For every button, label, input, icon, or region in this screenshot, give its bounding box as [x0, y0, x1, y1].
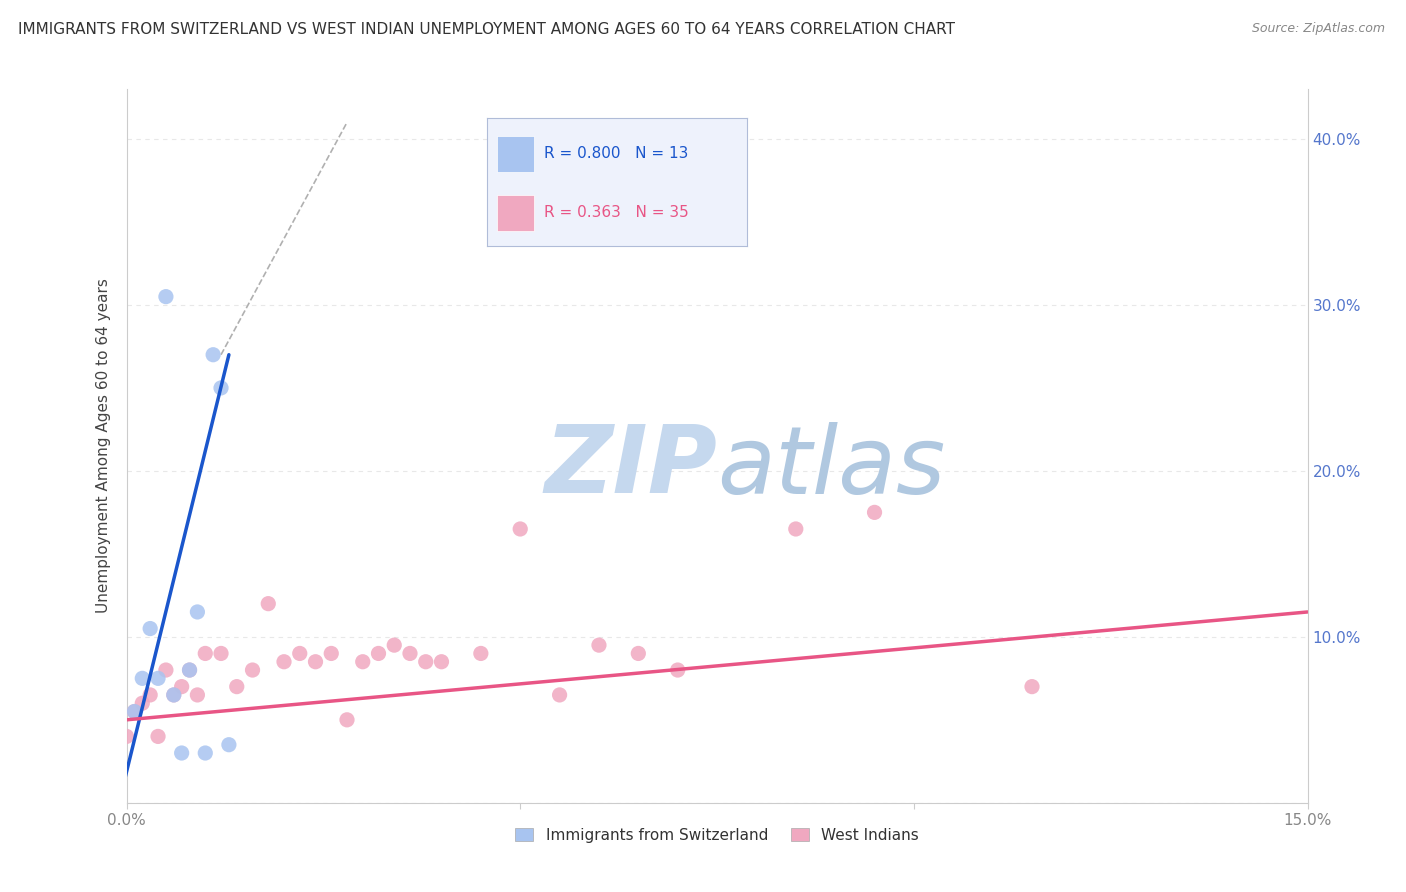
Point	[415, 655, 437, 669]
Y-axis label: Unemployment Among Ages 60 to 64 years: Unemployment Among Ages 60 to 64 years	[96, 278, 111, 614]
Point	[131, 696, 153, 710]
Point	[242, 663, 264, 677]
Point	[367, 647, 389, 661]
Point	[194, 746, 217, 760]
Point	[863, 505, 886, 519]
Point	[666, 663, 689, 677]
Point	[627, 647, 650, 661]
Point	[115, 730, 138, 744]
Point	[186, 605, 208, 619]
Point	[163, 688, 186, 702]
Point	[124, 705, 146, 719]
Point	[170, 746, 193, 760]
Point	[139, 622, 162, 636]
Point	[155, 663, 177, 677]
Point	[1021, 680, 1043, 694]
Point	[430, 655, 453, 669]
Point	[155, 290, 177, 304]
Point	[470, 647, 492, 661]
Point	[146, 671, 169, 685]
Point	[225, 680, 247, 694]
Text: atlas: atlas	[717, 422, 945, 513]
Point	[321, 647, 343, 661]
Point	[163, 688, 186, 702]
Point	[179, 663, 201, 677]
Point	[146, 730, 169, 744]
Text: Source: ZipAtlas.com: Source: ZipAtlas.com	[1251, 22, 1385, 36]
Point	[588, 638, 610, 652]
Text: ZIP: ZIP	[544, 421, 717, 514]
Point	[179, 663, 201, 677]
Point	[288, 647, 311, 661]
Point	[209, 381, 232, 395]
Point	[273, 655, 295, 669]
Point	[194, 647, 217, 661]
Point	[382, 638, 405, 652]
Point	[352, 655, 374, 669]
Point	[139, 688, 162, 702]
Point	[304, 655, 326, 669]
Legend: Immigrants from Switzerland, West Indians: Immigrants from Switzerland, West Indian…	[509, 822, 925, 848]
Point	[124, 705, 146, 719]
Point	[548, 688, 571, 702]
Point	[209, 647, 232, 661]
Text: IMMIGRANTS FROM SWITZERLAND VS WEST INDIAN UNEMPLOYMENT AMONG AGES 60 TO 64 YEAR: IMMIGRANTS FROM SWITZERLAND VS WEST INDI…	[18, 22, 955, 37]
Point	[785, 522, 807, 536]
Point	[509, 522, 531, 536]
Point	[336, 713, 359, 727]
Point	[170, 680, 193, 694]
Point	[202, 348, 225, 362]
Point	[399, 647, 422, 661]
Point	[186, 688, 208, 702]
Point	[257, 597, 280, 611]
Point	[218, 738, 240, 752]
Point	[131, 671, 153, 685]
